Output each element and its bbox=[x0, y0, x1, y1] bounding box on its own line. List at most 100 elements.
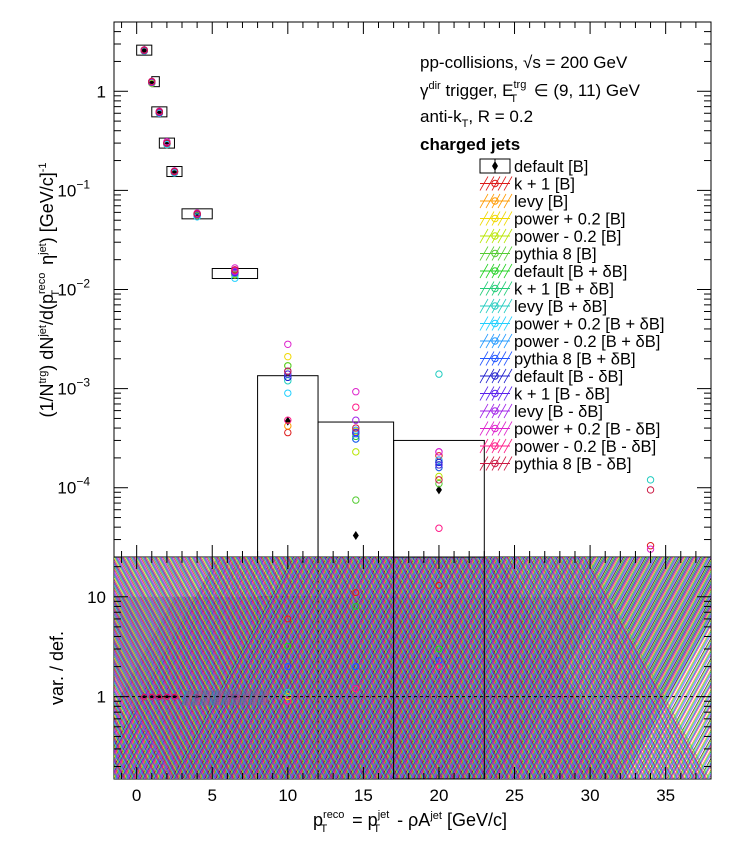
ratio-hatch-line bbox=[0, 597, 89, 779]
ratio-hatch-line bbox=[498, 557, 622, 779]
annotation-trigger: γdir trigger, Etrg T ∈ (9, 11) GeV bbox=[420, 79, 641, 105]
ratio-hatch-line bbox=[640, 650, 711, 779]
ratio-hatch-line bbox=[144, 557, 267, 779]
spectrum-y-tick-label: 10−2 bbox=[57, 277, 90, 300]
ratio-hatch-line bbox=[193, 690, 199, 706]
ratio-hatch-line bbox=[420, 557, 544, 779]
ratio-hatch-line bbox=[370, 557, 494, 779]
ratio-hatch-line bbox=[261, 557, 385, 779]
ratio-hatch-line bbox=[383, 557, 507, 779]
ratio-hatch-line bbox=[550, 557, 674, 779]
ratio-hatch-line bbox=[190, 557, 314, 779]
ratio-hatch-line bbox=[250, 690, 256, 706]
ratio-hatch-line bbox=[667, 699, 711, 779]
spectrum-y-axis-label: (1/Ntrg) dNjet/d(preco T ηjet) [GeV/c]-1 bbox=[36, 162, 62, 417]
ratio-hatch-line bbox=[122, 557, 245, 779]
ratio-hatch-line bbox=[542, 557, 666, 779]
spectrum-y-tick-label: 10−1 bbox=[57, 177, 90, 200]
ratio-hatch-line bbox=[517, 557, 641, 779]
ratio-hatch-line bbox=[399, 557, 523, 779]
ratio-hatch-line bbox=[279, 557, 403, 779]
spectrum-point-s17-0 bbox=[140, 46, 148, 54]
ratio-hatch-line bbox=[619, 612, 711, 779]
ratio-hatch-line bbox=[661, 688, 711, 779]
ratio-hatch-line bbox=[392, 557, 516, 779]
ratio-hatch-line bbox=[583, 557, 707, 779]
ratio-hatch-line bbox=[254, 690, 260, 706]
ratio-hatch-line bbox=[329, 557, 453, 779]
legend-label: levy [B - δB] bbox=[514, 403, 603, 421]
ratio-hatch-line bbox=[609, 593, 711, 779]
spectrum-point-s16-8 bbox=[352, 403, 360, 411]
ratio-hatch-line bbox=[245, 690, 251, 706]
ratio-hatch-line bbox=[569, 557, 693, 779]
ratio-hatch-line bbox=[166, 557, 289, 779]
ratio-hatch-line bbox=[677, 717, 711, 779]
spectrum-point-s15-8 bbox=[352, 388, 360, 396]
ratio-hatch-line bbox=[230, 690, 236, 706]
x-tick-label: 0 bbox=[132, 786, 141, 805]
ratio-hatch-line bbox=[433, 557, 557, 779]
x-axis-label: preco T = pjet T - ρAjet [GeV/c] bbox=[313, 809, 507, 835]
spectrum-point-s4-9 bbox=[435, 472, 443, 481]
ratio-hatch-line bbox=[185, 690, 191, 706]
x-tick-label: 30 bbox=[581, 786, 600, 805]
ratio-hatch-line bbox=[592, 563, 711, 779]
ratio-hatch-line bbox=[616, 607, 711, 779]
ratio-hatch-line bbox=[200, 690, 206, 706]
ratio-hatch-line bbox=[596, 570, 711, 779]
ratio-hatch-line bbox=[224, 557, 348, 779]
spectrum-point-s15-6 bbox=[231, 264, 239, 272]
axes: 0 5 10 15 20 25 30 35 1 10−1 10−2 10−3 10−4 1 10 bbox=[57, 21, 711, 805]
ratio-hatch-line bbox=[345, 557, 469, 779]
ratio-hatch-line bbox=[196, 690, 202, 706]
ratio-hatch-line bbox=[205, 557, 329, 779]
ratio-hatch-line bbox=[635, 641, 711, 779]
ratio-hatch-line bbox=[411, 557, 535, 779]
ratio-point-0-0 bbox=[284, 615, 292, 623]
legend-swatch-marker bbox=[491, 372, 499, 380]
ratio-hatch-line bbox=[184, 690, 190, 706]
ratio-hatch-line bbox=[503, 557, 627, 779]
ratio-hatch-line bbox=[400, 557, 524, 779]
ratio-hatch-line bbox=[552, 557, 676, 779]
ratio-hatch-line bbox=[455, 557, 579, 779]
legend-swatch-marker bbox=[491, 197, 499, 205]
legend-swatch-marker bbox=[491, 179, 499, 188]
ratio-hatch-line bbox=[331, 557, 454, 779]
legend-swatch-marker bbox=[491, 459, 499, 468]
ratio-hatch-line bbox=[207, 557, 331, 779]
ratio-hatch-line bbox=[323, 557, 447, 779]
ratio-hatch-line bbox=[114, 664, 177, 779]
ratio-hatch-line bbox=[114, 620, 201, 779]
ratio-hatch-line bbox=[647, 663, 711, 779]
ratio-hatch-line bbox=[333, 557, 457, 779]
ratio-hatch-line bbox=[114, 640, 190, 779]
ratio-hatch-line bbox=[184, 557, 308, 779]
ratio-hatch-line bbox=[114, 678, 170, 779]
ratio-hatch-line bbox=[220, 690, 226, 706]
ratio-hatch-line bbox=[497, 557, 621, 779]
ratio-hatch-line bbox=[653, 673, 711, 779]
ratio-hatch-line bbox=[538, 557, 662, 779]
ratio-hatch-line bbox=[213, 690, 219, 706]
ratio-hatch-line bbox=[458, 557, 582, 779]
ratio-hatch-line bbox=[0, 597, 79, 779]
ratio-hatch-line bbox=[645, 659, 711, 779]
spectrum-y-tick-label: 1 bbox=[97, 82, 106, 101]
ratio-hatch-line bbox=[688, 737, 711, 779]
ratio-hatch-line bbox=[234, 557, 358, 779]
ratio-hatch-line bbox=[384, 557, 508, 779]
legend-swatch-marker bbox=[491, 319, 499, 328]
ratio-hatch-line bbox=[199, 690, 205, 706]
ratio-hatch-line bbox=[388, 557, 512, 779]
ratio-hatch-line bbox=[681, 724, 711, 779]
legend-label: k + 1 [B - δB] bbox=[514, 386, 610, 404]
ratio-hatch-line bbox=[191, 557, 315, 779]
annotation-algorithm: anti-kT, R = 0.2 bbox=[420, 107, 533, 130]
ratio-hatch-line bbox=[372, 557, 496, 779]
ratio-hatch-line bbox=[114, 613, 205, 779]
ratio-hatch-line bbox=[114, 658, 181, 779]
ratio-hatch-line bbox=[452, 557, 575, 779]
ratio-hatch-line bbox=[398, 557, 522, 779]
